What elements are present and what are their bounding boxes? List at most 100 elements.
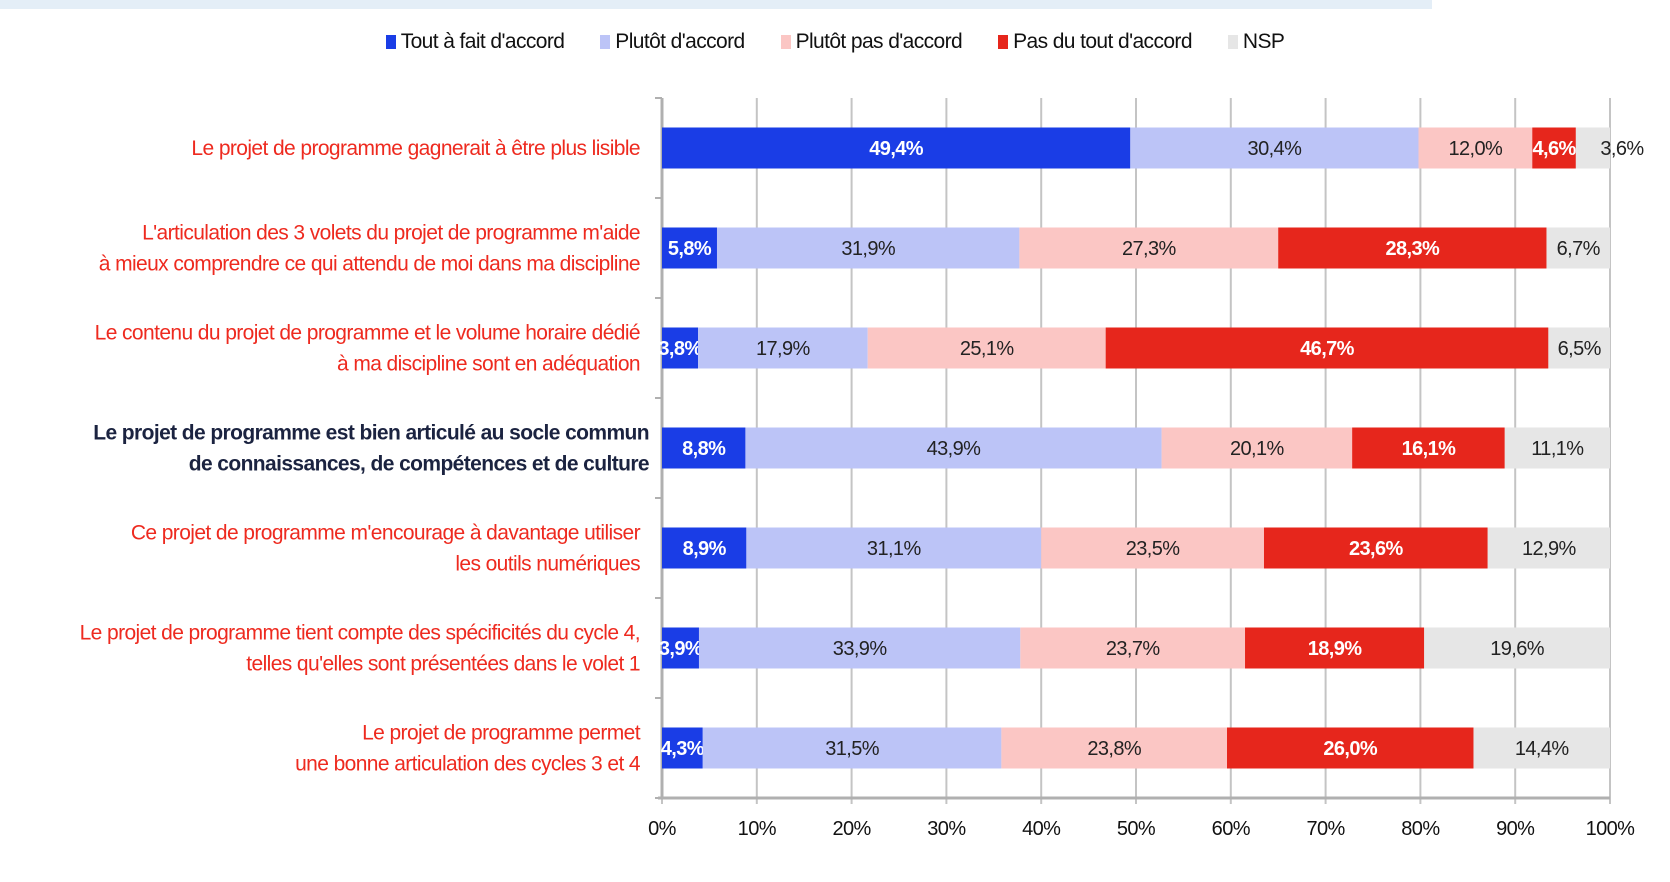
bar-segment <box>1227 727 1474 769</box>
bar-segment <box>662 327 699 369</box>
bar-segment <box>662 227 717 269</box>
legend-swatch <box>780 35 791 49</box>
bar-segment <box>1001 727 1228 769</box>
bar-segment <box>1161 427 1353 469</box>
category-label: Le contenu du projet de programme et le … <box>95 322 640 345</box>
bar-segment <box>1245 627 1425 669</box>
legend-label: Plutôt d'accord <box>615 30 745 53</box>
bar-segment <box>1473 727 1610 769</box>
data-label: 8,8% <box>682 438 726 460</box>
category-label: Ce projet de programme m'encourage à dav… <box>131 522 641 545</box>
legend-item: Tout à fait d'accord <box>385 30 565 54</box>
category-label: telles qu'elles sont présentées dans le … <box>246 653 640 676</box>
bar-segment <box>1130 127 1419 169</box>
x-tick-label: 100% <box>1586 818 1636 840</box>
bar-segment <box>662 727 703 769</box>
data-label: 26,0% <box>1323 738 1378 760</box>
x-tick-label: 20% <box>832 818 871 840</box>
data-label: 23,8% <box>1087 738 1142 760</box>
bar-segment <box>1263 527 1488 569</box>
legend-item: NSP <box>1227 30 1285 54</box>
legend-swatch <box>600 35 611 49</box>
bar-segment <box>1504 427 1610 469</box>
bar-segment <box>1487 527 1610 569</box>
data-label: 12,9% <box>1522 538 1577 560</box>
category-label: Le projet de programme gagnerait à être … <box>191 137 640 160</box>
bar-segment <box>1105 327 1549 369</box>
x-tick-label: 90% <box>1496 818 1535 840</box>
category-label: une bonne articulation des cycles 3 et 4 <box>295 753 641 776</box>
x-tick-label: 30% <box>927 818 966 840</box>
data-label: 31,5% <box>825 738 880 760</box>
bar-segment <box>702 727 1002 769</box>
legend-swatch <box>1227 35 1238 49</box>
data-label: 12,0% <box>1449 138 1504 160</box>
data-label: 31,9% <box>841 238 896 260</box>
bar-segment <box>1424 627 1610 669</box>
bar-segment <box>1278 227 1547 269</box>
data-label: 16,1% <box>1402 438 1457 460</box>
legend-label: Tout à fait d'accord <box>400 30 565 53</box>
x-tick-label: 70% <box>1306 818 1345 840</box>
x-tick-label: 80% <box>1401 818 1440 840</box>
data-label: 3,8% <box>658 338 702 360</box>
category-label: Le projet de programme permet <box>362 722 641 745</box>
data-label: 25,1% <box>960 338 1015 360</box>
bar-segment <box>716 227 1020 269</box>
bar-segment <box>662 427 746 469</box>
data-label: 49,4% <box>869 138 924 160</box>
data-label: 27,3% <box>1122 238 1177 260</box>
bar-segment <box>867 327 1106 369</box>
data-label: 23,6% <box>1349 538 1404 560</box>
legend-swatch <box>385 35 396 49</box>
bar-segment <box>1352 427 1505 469</box>
data-label: 14,4% <box>1515 738 1570 760</box>
category-label: à mieux comprendre ce qui attendu de moi… <box>99 253 640 276</box>
data-label: 20,1% <box>1230 438 1285 460</box>
data-label: 46,7% <box>1300 338 1355 360</box>
bar-segment <box>746 527 1042 569</box>
data-label: 33,9% <box>833 638 888 660</box>
data-label: 23,7% <box>1106 638 1161 660</box>
top-strip <box>0 0 1432 9</box>
bar-segment <box>698 327 868 369</box>
data-label: 5,8% <box>668 238 712 260</box>
category-label: les outils numériques <box>455 553 640 576</box>
data-label: 3,9% <box>659 638 703 660</box>
bar-segment <box>1532 127 1576 169</box>
bar-segment <box>662 527 747 569</box>
data-label: 30,4% <box>1248 138 1303 160</box>
legend-item: Plutôt pas d'accord <box>780 30 963 54</box>
legend-item: Pas du tout d'accord <box>998 30 1193 54</box>
legend-swatch <box>998 35 1009 49</box>
bar-segment <box>662 127 1131 169</box>
data-label: 11,1% <box>1531 438 1584 460</box>
data-label: 23,5% <box>1126 538 1181 560</box>
data-label: 18,9% <box>1308 638 1363 660</box>
data-label: 4,6% <box>1532 138 1576 160</box>
data-label: 3,6% <box>1600 138 1644 160</box>
x-tick-label: 10% <box>738 818 777 840</box>
bar-segment <box>1548 327 1610 369</box>
legend-item: Plutôt d'accord <box>600 30 745 54</box>
data-label: 31,1% <box>867 538 922 560</box>
bar-segment <box>1020 627 1246 669</box>
x-tick-label: 0% <box>648 818 677 840</box>
data-label: 28,3% <box>1385 238 1440 260</box>
data-label: 6,5% <box>1558 338 1602 360</box>
category-label: Le projet de programme tient compte des … <box>80 622 640 645</box>
data-label: 4,3% <box>661 738 705 760</box>
legend-label: Plutôt pas d'accord <box>795 30 963 53</box>
x-tick-label: 50% <box>1117 818 1156 840</box>
category-label: de connaissances, de compétences et de c… <box>189 453 649 476</box>
bar-segment <box>662 627 699 669</box>
data-label: 19,6% <box>1490 638 1545 660</box>
data-label: 43,9% <box>927 438 982 460</box>
bar-segment <box>1575 127 1610 169</box>
legend-label: Pas du tout d'accord <box>1013 30 1192 53</box>
category-label: Le projet de programme est bien articulé… <box>93 422 649 445</box>
bar-segment <box>1019 227 1279 269</box>
x-tick-label: 60% <box>1212 818 1251 840</box>
x-tick-label: 40% <box>1022 818 1061 840</box>
